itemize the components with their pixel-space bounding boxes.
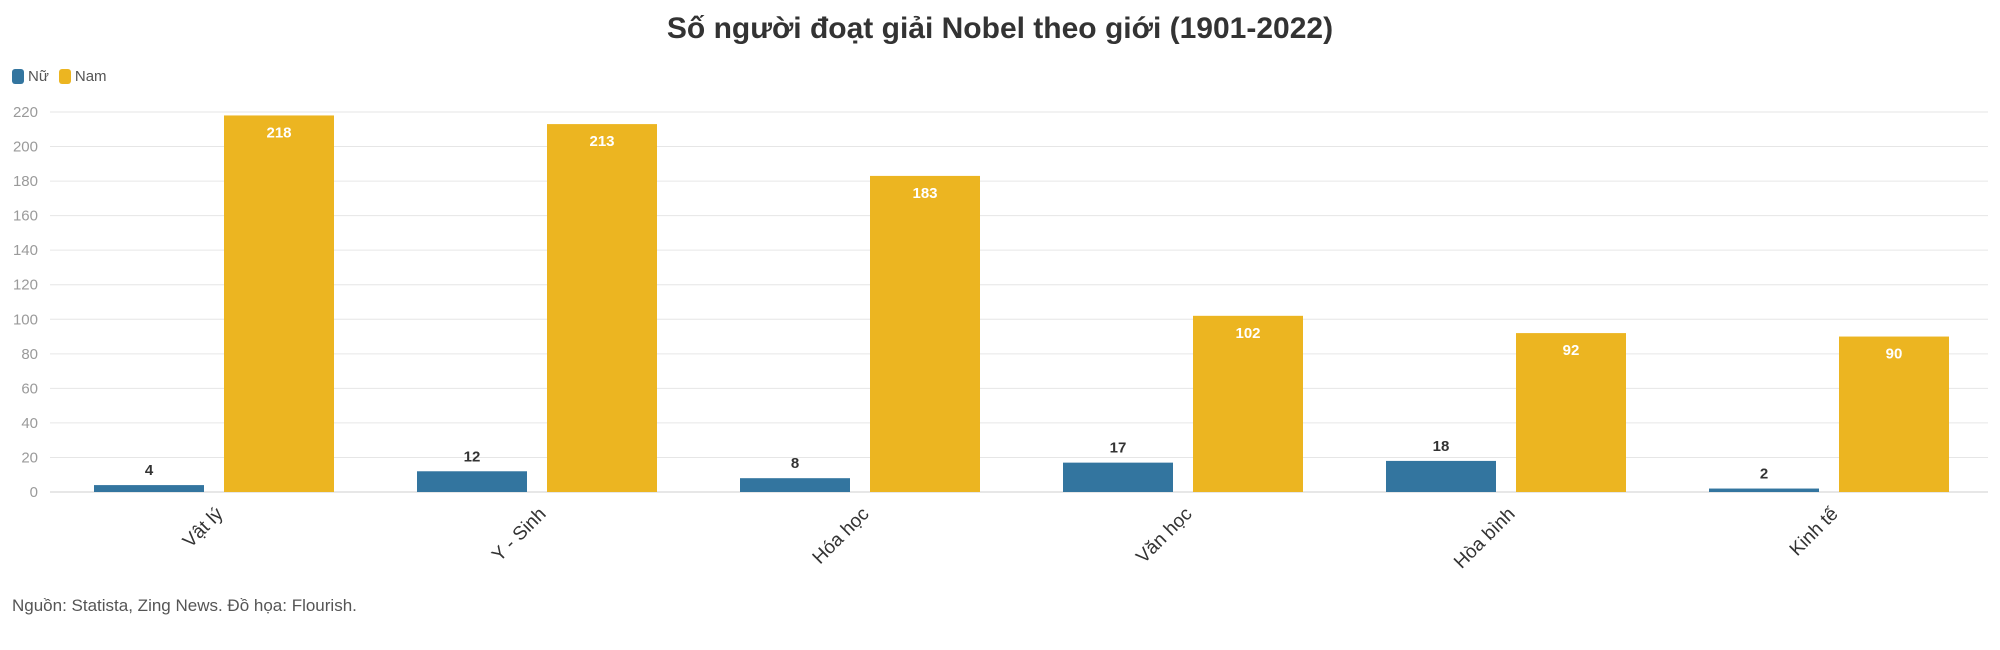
y-tick-label: 120 [13, 277, 38, 294]
y-tick-label: 180 [13, 173, 38, 190]
data-label: 92 [1563, 342, 1580, 359]
data-label: 4 [145, 462, 154, 479]
bar-male [224, 115, 334, 493]
bar-female [1063, 462, 1173, 492]
legend-swatch-male [58, 69, 71, 84]
y-tick-label: 200 [13, 139, 38, 156]
bar-female [1386, 460, 1496, 492]
bar-male [547, 124, 657, 492]
bar-male [1193, 315, 1303, 492]
y-tick-label: 40 [21, 415, 38, 432]
bar-male [1839, 336, 1949, 492]
bar-female [94, 485, 204, 492]
data-label: 2 [1760, 466, 1768, 483]
legend-item-male[interactable]: Nam [58, 68, 107, 85]
y-tick-label: 220 [13, 104, 38, 121]
x-category-label: Văn học [1132, 504, 1196, 568]
legend: Nữ Nam [12, 68, 107, 85]
x-category-label: Y - Sinh [488, 504, 550, 566]
data-label: 18 [1433, 438, 1450, 455]
legend-label-female: Nữ [28, 68, 49, 85]
data-label: 213 [589, 133, 614, 150]
y-tick-label: 0 [30, 484, 38, 501]
bar-female [417, 471, 527, 492]
data-label: 183 [912, 185, 937, 202]
source-note: Nguồn: Statista, Zing News. Đồ họa: Flou… [12, 596, 357, 615]
data-label: 102 [1235, 325, 1260, 342]
bar-male [870, 175, 980, 492]
x-category-label: Vật lý [179, 503, 228, 552]
data-label: 12 [464, 448, 481, 465]
legend-item-female[interactable]: Nữ [12, 68, 49, 85]
y-tick-label: 140 [13, 242, 38, 259]
bar-male [1516, 333, 1626, 492]
x-category-label: Hóa học [809, 504, 874, 569]
data-label: 218 [266, 124, 291, 141]
chart-title: Số người đoạt giải Nobel theo giới (1901… [666, 12, 1334, 45]
y-tick-label: 100 [13, 311, 38, 328]
legend-label-male: Nam [74, 68, 107, 85]
legend-swatch-female [12, 69, 24, 84]
y-tick-label: 160 [13, 208, 38, 225]
y-tick-label: 80 [21, 346, 38, 363]
y-tick-label: 60 [21, 380, 38, 397]
x-category-label: Kinh tế [1786, 503, 1843, 560]
data-label: 8 [791, 455, 799, 472]
bar-female [1709, 488, 1819, 492]
data-label: 17 [1110, 440, 1127, 457]
bar-female [740, 478, 850, 492]
y-tick-label: 20 [21, 449, 38, 466]
data-label: 90 [1886, 346, 1903, 363]
x-category-label: Hòa bình [1450, 504, 1519, 573]
